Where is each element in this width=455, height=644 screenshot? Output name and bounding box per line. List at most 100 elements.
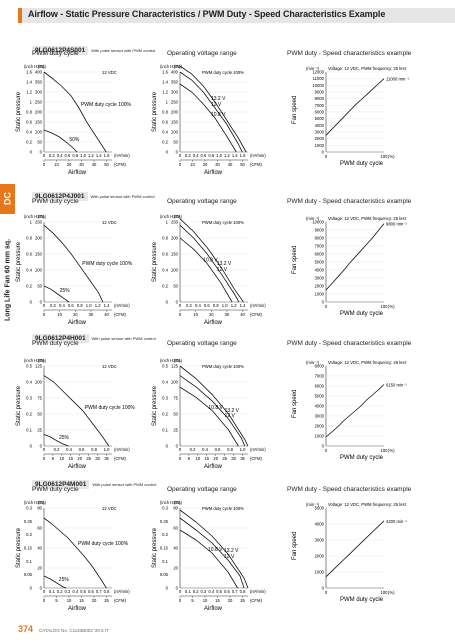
x-tick-label-top: 0.8 bbox=[104, 589, 110, 594]
y-tick-label-right: 400 bbox=[171, 70, 179, 75]
x-axis-label: Airflow bbox=[204, 170, 223, 176]
y-tick-label-right: 300 bbox=[35, 90, 43, 95]
x-tick-label-bottom: 40 bbox=[92, 162, 97, 167]
x-tick-label-top: 0.8 bbox=[240, 589, 246, 594]
y-tick-label-right: 0 bbox=[176, 150, 179, 155]
model-code: 9LG0612P4H001 bbox=[32, 334, 89, 343]
x-axis-label: Airflow bbox=[68, 464, 87, 470]
y-tick-label: 12000 bbox=[312, 70, 324, 75]
y-tick-label-left: 1.4 bbox=[26, 80, 32, 85]
y-tick-label-right: 50 bbox=[173, 140, 178, 145]
y-tick-label: 1000 bbox=[315, 143, 325, 148]
x-tick-label-bottom: 30 bbox=[231, 456, 236, 461]
x-tick-label-bottom: 15 bbox=[68, 456, 73, 461]
y-unit-right: (Pa) bbox=[38, 64, 47, 69]
x-tick-label-bottom: 0 bbox=[43, 598, 46, 603]
x-tick-label-top: 0.6 bbox=[215, 447, 221, 452]
series-label: 10.8 V bbox=[208, 547, 223, 553]
x-tick-label: 0 bbox=[325, 448, 328, 453]
x-tick-label-top: 0.8 bbox=[91, 447, 97, 452]
x-tick-label-bottom: 20 bbox=[203, 162, 208, 167]
y-tick-label: 7000 bbox=[315, 374, 325, 379]
x-unit: (%) bbox=[388, 304, 395, 309]
y-axis-label: Fan speed bbox=[292, 532, 298, 560]
chart-note: PWM duty cycle 100% bbox=[202, 220, 244, 225]
x-tick-label-bottom: 10 bbox=[57, 312, 62, 317]
y-unit-right: (Pa) bbox=[174, 214, 183, 219]
x-tick-label: 100 bbox=[381, 304, 389, 309]
x-tick-label-top: 0.3 bbox=[65, 589, 71, 594]
x-unit-bottom: (CFM) bbox=[250, 312, 262, 317]
series-label: 10.8 V bbox=[211, 112, 226, 118]
x-tick-label-bottom: 30 bbox=[225, 312, 230, 317]
x-tick-label-bottom: 40 bbox=[228, 162, 233, 167]
x-tick-label-bottom: 10 bbox=[196, 456, 201, 461]
x-tick-label-top: 0.4 bbox=[195, 303, 201, 308]
model-note: With pulse sensor with PWM control bbox=[92, 482, 157, 487]
model-heading: 9LG0612P4M001 With pulse sensor with PWM … bbox=[32, 473, 232, 489]
y-tick-label-right: 75 bbox=[173, 396, 178, 401]
series-label: 12 V bbox=[225, 413, 236, 419]
model-code: 9LG0612P4M001 bbox=[32, 480, 90, 489]
series-line bbox=[43, 285, 70, 303]
y-unit-right: (Pa) bbox=[174, 64, 183, 69]
x-tick-label: 0 bbox=[325, 304, 328, 309]
x-tick-label-top: 0.3 bbox=[201, 589, 207, 594]
x-axis-label: PWM duty cycle bbox=[340, 597, 384, 603]
y-tick-label-left: 0.2 bbox=[26, 284, 32, 289]
page-header: Airflow - Static Pressure Characteristic… bbox=[18, 8, 455, 23]
series-line bbox=[43, 575, 67, 589]
y-tick-label-right: 0 bbox=[176, 300, 179, 305]
x-tick-label-top: 0.5 bbox=[216, 589, 222, 594]
series-label: 12 V bbox=[224, 554, 235, 560]
x-tick-label-top: 0.8 bbox=[213, 303, 219, 308]
y-tick-label-left: 0 bbox=[166, 444, 169, 449]
y-unit-left: (inch H2O) bbox=[24, 358, 45, 363]
x-tick-label-top: 0 bbox=[179, 303, 182, 308]
x-tick-label-top: 0.7 bbox=[96, 589, 102, 594]
x-tick-label-bottom: 5 bbox=[191, 598, 194, 603]
x-tick-label: 0 bbox=[325, 590, 328, 595]
y-tick-label-left: 0.6 bbox=[26, 252, 32, 257]
series-line bbox=[43, 224, 104, 303]
x-axis-label: Airflow bbox=[204, 606, 223, 612]
x-tick-label-top: 1.6 bbox=[104, 153, 110, 158]
x-tick-label-bottom: 10 bbox=[54, 162, 59, 167]
y-tick-label: 1000 bbox=[315, 292, 325, 297]
y-tick-label-right: 200 bbox=[35, 110, 43, 115]
chart-note: Voltage: 12 VDC, PWM frequency: 25 kHz bbox=[328, 216, 406, 221]
y-tick-label-left: 0.1 bbox=[26, 428, 32, 433]
model-note: With pulse sensor with PWM control bbox=[91, 48, 156, 53]
y-tick-label-left: 0.4 bbox=[26, 268, 32, 273]
x-tick-label-top: 1.2 bbox=[231, 303, 237, 308]
y-tick-label: 2000 bbox=[315, 424, 325, 429]
y-tick-label: 5000 bbox=[315, 260, 325, 265]
y-tick-label: 2000 bbox=[315, 554, 325, 559]
section-title-voltage: Operating voltage range bbox=[167, 198, 237, 205]
x-tick-label-bottom: 25 bbox=[222, 456, 227, 461]
x-tick-label-bottom: 0 bbox=[43, 162, 46, 167]
x-tick-label-top: 0.4 bbox=[193, 153, 199, 158]
x-tick-label-top: 0.2 bbox=[54, 447, 60, 452]
y-tick-label-right: 100 bbox=[171, 380, 179, 385]
series-line bbox=[179, 83, 237, 153]
x-tick-label-top: 0.2 bbox=[49, 153, 55, 158]
series-line bbox=[325, 78, 385, 136]
y-tick-label-right: 0 bbox=[40, 586, 43, 591]
y-tick-label: 7000 bbox=[315, 103, 325, 108]
x-tick-label-bottom: 5 bbox=[188, 456, 191, 461]
y-axis-label: Fan speed bbox=[292, 246, 298, 274]
x-tick-label-bottom: 25 bbox=[240, 598, 245, 603]
x-unit-bottom: (CFM) bbox=[114, 456, 126, 461]
y-tick-label-left: 0.4 bbox=[162, 268, 168, 273]
section-title-pwm: PWM duty cycle bbox=[32, 198, 79, 205]
y-tick-label: 4000 bbox=[315, 522, 325, 527]
y-tick-label-left: 0 bbox=[30, 444, 33, 449]
model-note: With pulse sensor with PWM control bbox=[91, 336, 156, 341]
y-tick-label-left: 0.3 bbox=[162, 506, 168, 511]
y-unit-left: (inch H2O) bbox=[160, 500, 181, 505]
x-tick-label-top: 0 bbox=[179, 589, 182, 594]
x-tick-label-top: 1.0 bbox=[222, 303, 228, 308]
y-tick-label-right: 300 bbox=[171, 90, 179, 95]
y-tick-label-left: 1.2 bbox=[26, 90, 32, 95]
